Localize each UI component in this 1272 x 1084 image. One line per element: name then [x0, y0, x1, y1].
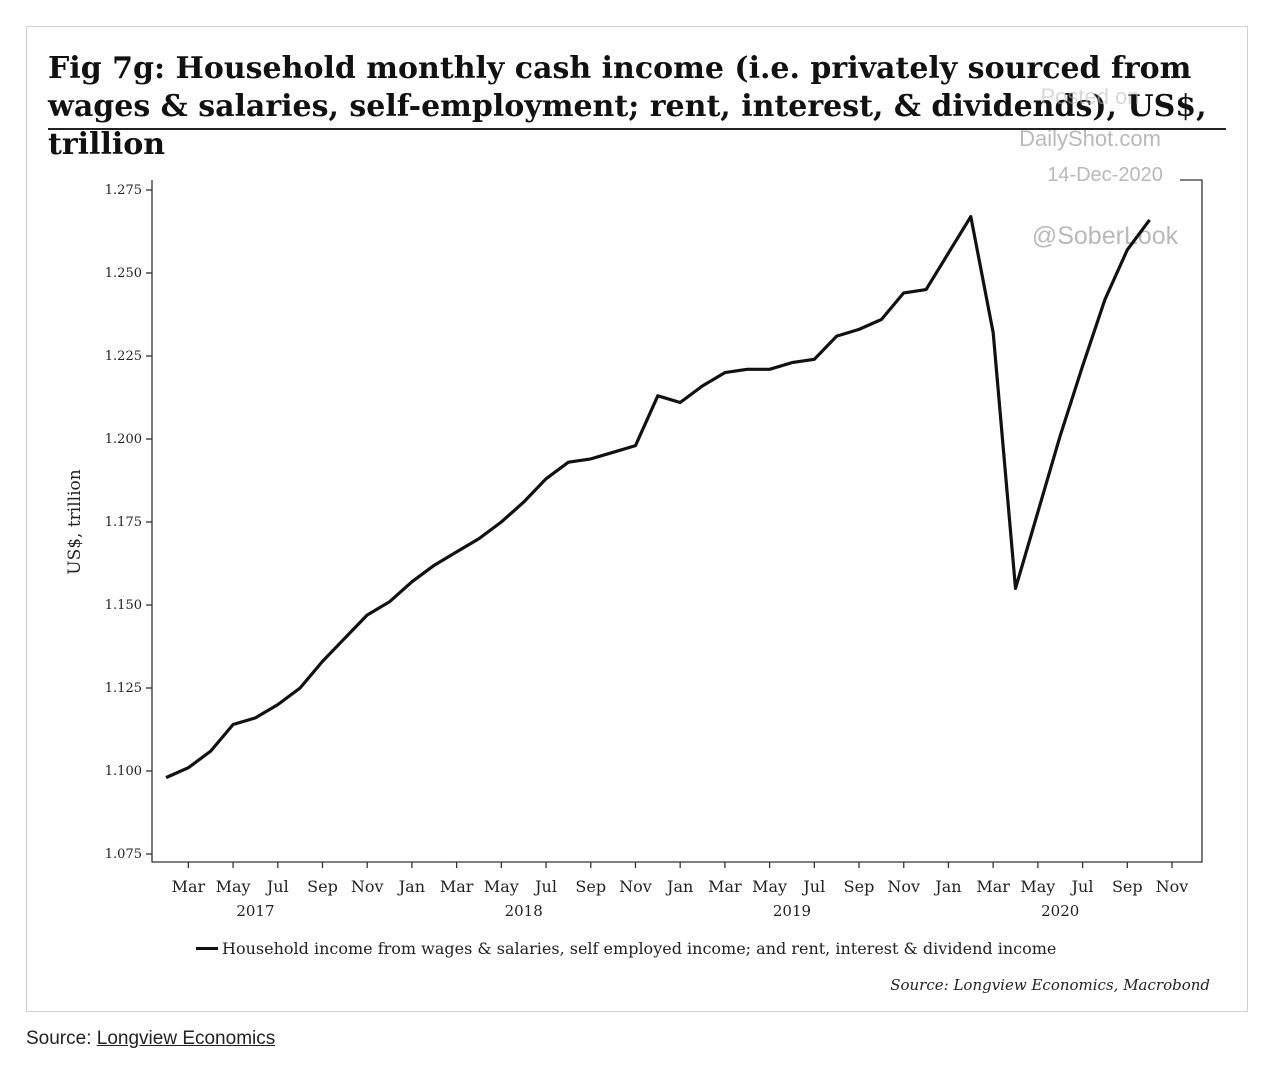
x-axis-years: 2017 2018 2019 2020 [236, 902, 1079, 920]
x-tick-label: Sep [575, 877, 606, 896]
y-axis-label: US$, trillion [65, 469, 85, 575]
chart-legend: Household income from wages & salaries, … [196, 939, 1056, 958]
chart-axes [151, 179, 1203, 863]
y-tick-label: 1.225 [105, 349, 142, 364]
x-year-label: 2018 [505, 902, 543, 920]
y-tick-label: 1.275 [105, 183, 142, 198]
y-tick-label: 1.175 [105, 515, 142, 530]
title-divider [48, 128, 1226, 130]
watermark-date: 14-Dec-2020 [1047, 164, 1163, 186]
figure-label: Fig 7g: [48, 51, 166, 86]
x-tick-label: Sep [1112, 877, 1143, 896]
source-link[interactable]: Longview Economics [96, 1028, 276, 1049]
x-tick-label: Mar [708, 877, 742, 896]
figure-title-text: Household monthly cash income (i.e. priv… [48, 51, 1207, 162]
x-tick-label: Jul [265, 877, 289, 896]
x-tick-label: Jan [397, 877, 425, 896]
series-line-household-income [165, 215, 1151, 780]
x-tick-label: May [1020, 877, 1055, 896]
x-year-label: 2020 [1041, 902, 1079, 920]
y-tick-label: 1.125 [105, 681, 142, 696]
x-tick-label: Sep [844, 877, 875, 896]
x-tick-label: Jul [533, 877, 557, 896]
x-tick-label: May [484, 877, 519, 896]
x-tick-label: Mar [440, 877, 474, 896]
axes-frame [151, 179, 1203, 863]
watermark-posted-on: Posted on [1040, 84, 1140, 109]
x-tick-label: Mar [976, 877, 1010, 896]
x-year-label: 2019 [773, 902, 811, 920]
y-axis-ticks: 1.075 1.100 1.125 1.150 1.175 1.200 1.225 1.250… [105, 183, 152, 862]
x-tick-label: Mar [172, 877, 206, 896]
x-tick-label: Nov [1156, 877, 1189, 896]
x-tick-label: Jan [933, 877, 961, 896]
legend-label: Household income from wages & salaries, … [222, 939, 1057, 958]
x-tick-label: Nov [887, 877, 920, 896]
x-tick-label: Sep [307, 877, 338, 896]
x-tick-label: May [752, 877, 787, 896]
x-tick-label: Nov [619, 877, 652, 896]
y-tick-label: 1.150 [105, 598, 142, 613]
x-tick-label: Jul [801, 877, 825, 896]
figure-frame [26, 26, 1248, 1012]
y-tick-label: 1.200 [105, 432, 142, 447]
x-tick-label: Jul [1070, 877, 1094, 896]
y-tick-label: 1.100 [105, 764, 142, 779]
y-tick-label: 1.250 [105, 266, 142, 281]
y-tick-label: 1.075 [105, 847, 142, 862]
chart-source-note: Source: Longview Economics, Macrobond [890, 976, 1210, 994]
watermark-site: DailyShot.com [1019, 126, 1161, 151]
series-group [165, 215, 1151, 780]
x-tick-label: May [216, 877, 251, 896]
legend-swatch [196, 947, 218, 950]
page-source: Source: Longview Economics [26, 1028, 275, 1050]
x-year-label: 2017 [236, 902, 274, 920]
page-source-label: Source: [26, 1028, 97, 1049]
chart-title: Fig 7g: Household monthly cash income (i… [48, 50, 1228, 164]
x-axis-ticks: Mar May Jul Sep Nov Jan Mar May Jul Sep Nov Jan Mar M… [172, 862, 1189, 896]
x-tick-label: Jan [665, 877, 693, 896]
watermark-handle: @SoberLook [1031, 222, 1179, 250]
x-tick-label: Nov [351, 877, 384, 896]
